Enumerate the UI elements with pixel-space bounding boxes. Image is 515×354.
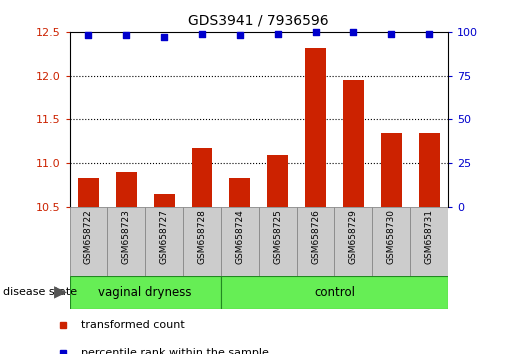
Bar [343, 80, 364, 207]
Text: GSM658725: GSM658725 [273, 209, 282, 264]
Bar [221, 276, 448, 309]
Text: disease state: disease state [3, 287, 77, 297]
Bar [145, 207, 183, 276]
Point [84, 33, 93, 38]
Point [425, 31, 433, 36]
Text: GSM658727: GSM658727 [160, 209, 168, 264]
Bar [267, 155, 288, 207]
Text: GSM658728: GSM658728 [198, 209, 207, 264]
Bar [192, 148, 212, 207]
Bar [335, 207, 372, 276]
Polygon shape [54, 286, 67, 299]
Bar [259, 207, 297, 276]
Point [122, 33, 130, 38]
Text: GSM658726: GSM658726 [311, 209, 320, 264]
Text: GSM658729: GSM658729 [349, 209, 358, 264]
Bar [372, 207, 410, 276]
Bar [78, 178, 99, 207]
Bar [221, 207, 259, 276]
Text: control: control [314, 286, 355, 299]
Bar [297, 207, 335, 276]
Bar [70, 276, 221, 309]
Point [312, 29, 320, 35]
Bar [107, 207, 145, 276]
Bar [381, 133, 402, 207]
Bar [305, 48, 326, 207]
Text: GSM658731: GSM658731 [425, 209, 434, 264]
Text: percentile rank within the sample: percentile rank within the sample [81, 348, 268, 354]
Text: GSM658724: GSM658724 [235, 209, 244, 264]
Bar [116, 172, 136, 207]
Bar [154, 194, 175, 207]
Point [198, 31, 206, 36]
Point [236, 33, 244, 38]
Text: GSM658723: GSM658723 [122, 209, 131, 264]
Bar [419, 133, 439, 207]
Point [349, 29, 357, 35]
Point [160, 34, 168, 40]
Point [273, 31, 282, 36]
Bar [410, 207, 448, 276]
Bar [230, 178, 250, 207]
Title: GDS3941 / 7936596: GDS3941 / 7936596 [188, 14, 329, 28]
Text: transformed count: transformed count [81, 320, 184, 330]
Bar [183, 207, 221, 276]
Bar [70, 207, 107, 276]
Point [387, 31, 396, 36]
Text: vaginal dryness: vaginal dryness [98, 286, 192, 299]
Text: GSM658730: GSM658730 [387, 209, 396, 264]
Text: GSM658722: GSM658722 [84, 209, 93, 264]
